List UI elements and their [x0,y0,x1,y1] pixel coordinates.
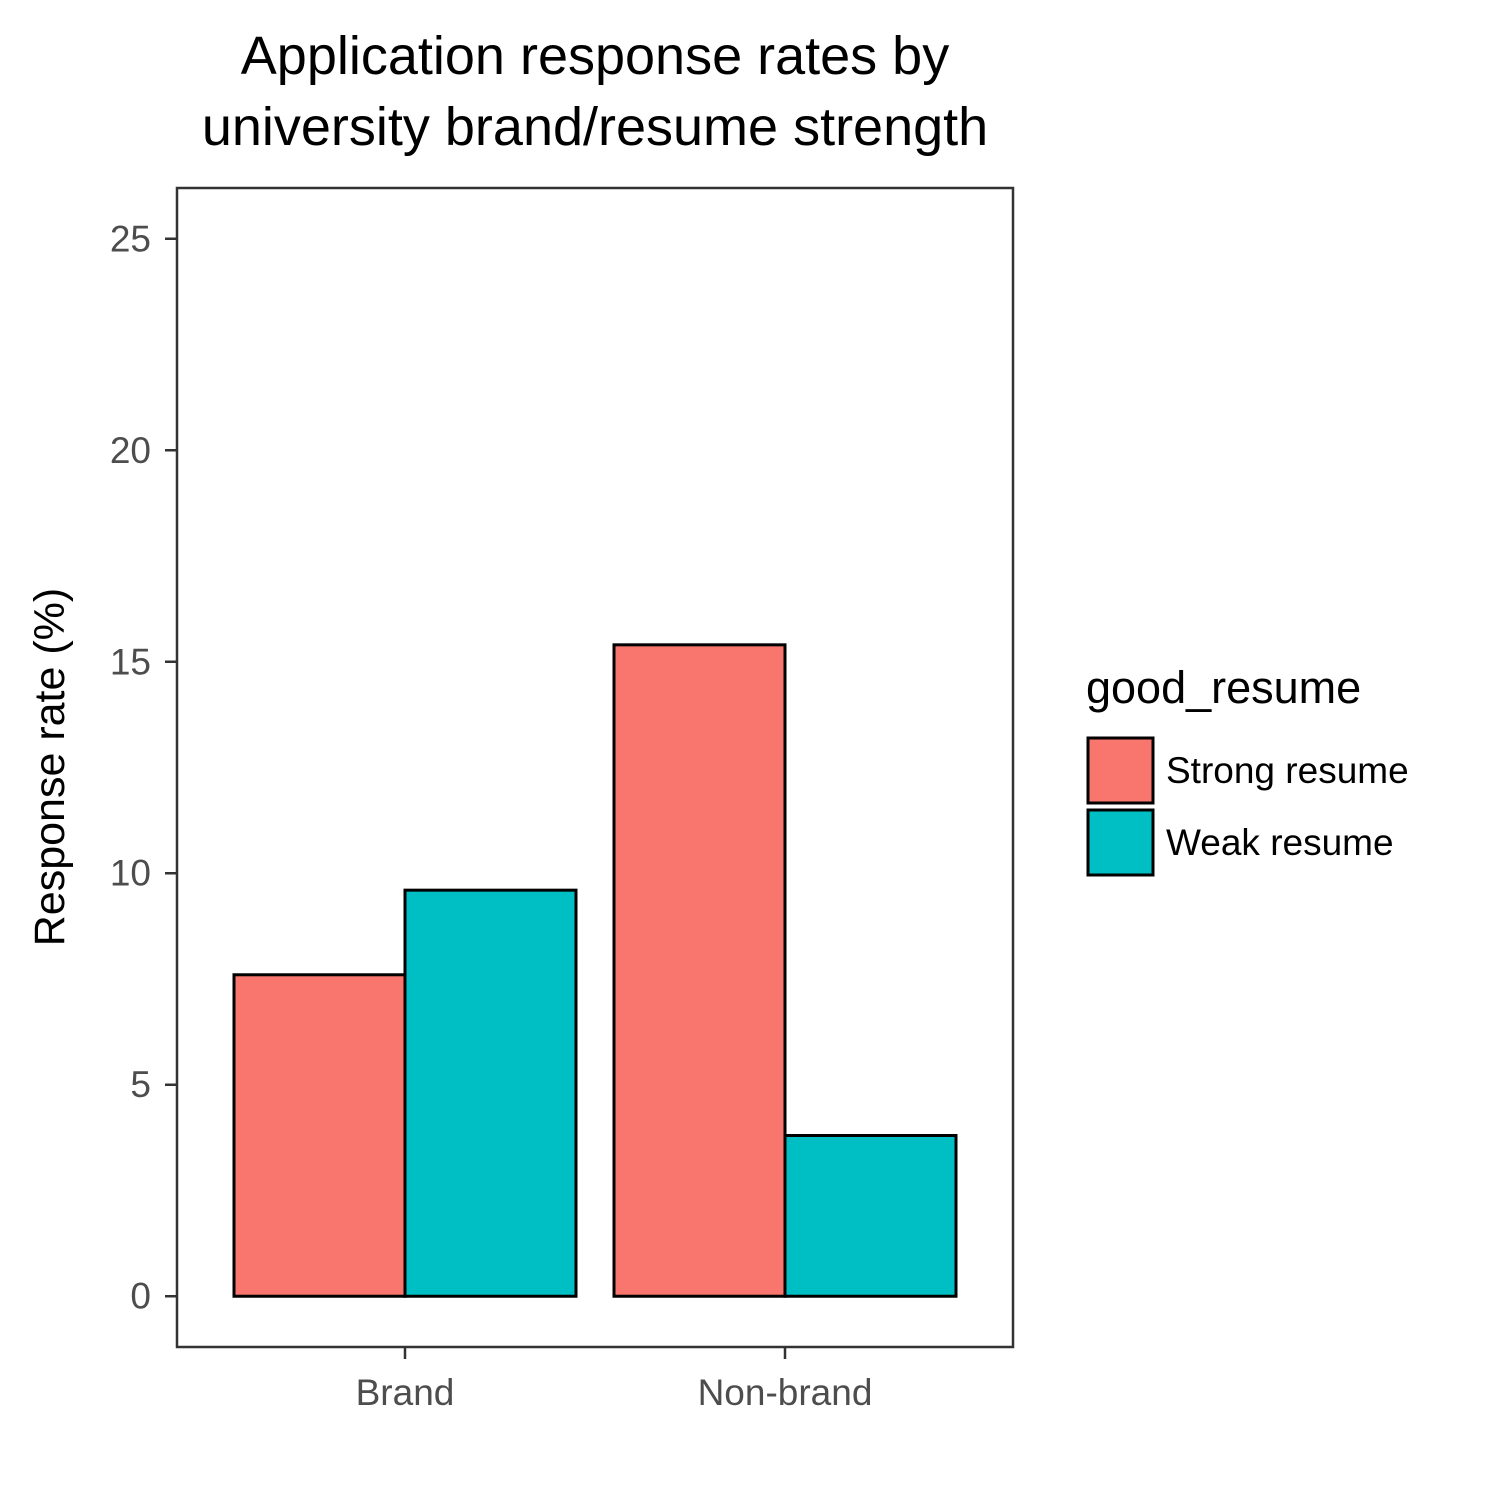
y-tick-label-25: 25 [110,218,151,259]
legend-label-weak-resume: Weak resume [1166,822,1394,863]
x-tick-label-brand: Brand [356,1372,455,1413]
y-axis: 0 5 10 15 20 25 [110,218,177,1317]
bar-brand-strong-resume [232,973,407,1298]
panel-border [175,186,1015,1349]
legend-key-weak-resume [1086,808,1155,877]
y-tick-label-20: 20 [110,430,151,471]
x-tick-label-non-brand: Non-brand [698,1372,873,1413]
y-tick-label-10: 10 [110,853,151,894]
legend: good_resume Strong resume Weak resume [1086,662,1409,877]
bars [232,643,958,1298]
x-axis: Brand Non-brand [356,1347,873,1413]
legend-key-strong-resume [1086,736,1155,805]
legend-items: Strong resume Weak resume [1086,736,1409,877]
y-tick-label-0: 0 [130,1276,151,1317]
y-tick-label-5: 5 [130,1064,151,1105]
bar-brand-weak-resume [403,888,578,1298]
legend-label-strong-resume: Strong resume [1166,750,1409,791]
y-axis-title: Response rate (%) [26,588,74,947]
y-tick-label-15: 15 [110,641,151,682]
chart-title-line-1: Application response rates by [241,26,949,86]
bar-non-brand-weak-resume [783,1134,958,1298]
bar-non-brand-strong-resume [612,643,787,1298]
chart-title-line-2: university brand/resume strength [202,97,988,157]
legend-title: good_resume [1086,662,1361,713]
